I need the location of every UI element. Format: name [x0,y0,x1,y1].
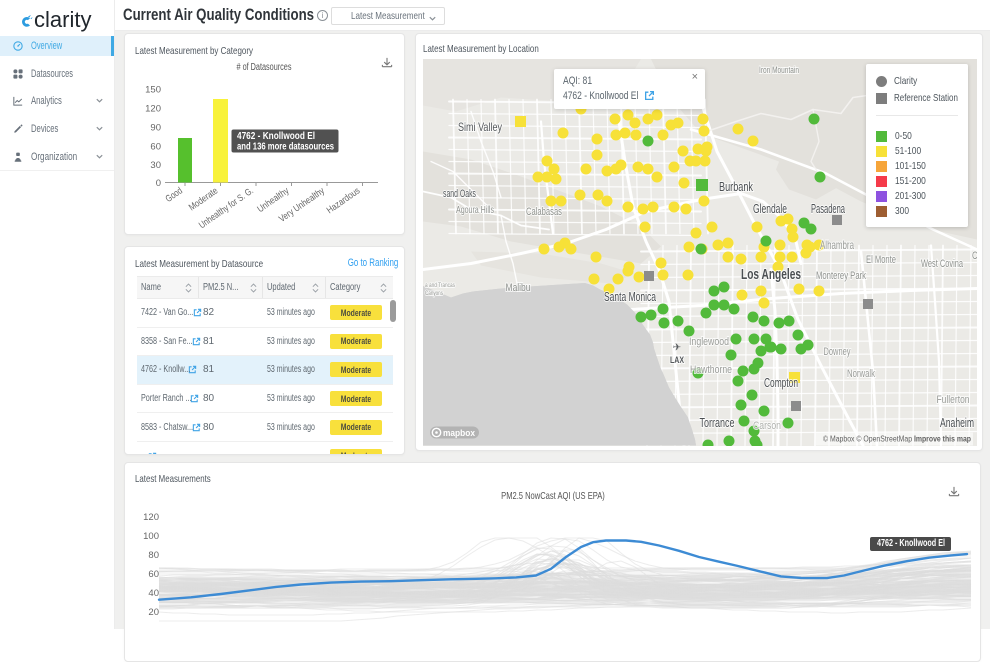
svg-text:mapbox: mapbox [443,428,475,438]
svg-text:150: 150 [145,85,161,96]
svg-text:Calabasas: Calabasas [526,206,562,218]
svg-text:0: 0 [156,178,161,189]
svg-text:Santa Monica: Santa Monica [604,290,656,304]
svg-text:30: 30 [150,160,161,171]
svg-text:Hazardous: Hazardous [325,185,363,216]
svg-text:Malibu: Malibu [506,282,531,294]
svg-text:Fullerton: Fullerton [937,394,970,406]
svg-text:West Covina: West Covina [921,258,964,270]
svg-text:a and Trancas: a and Trancas [425,282,456,289]
svg-text:and 136 more datasources: and 136 more datasources [237,142,334,153]
svg-text:Good: Good [164,185,185,204]
svg-text:Canyons: Canyons [425,290,444,297]
svg-text:✈: ✈ [673,342,681,353]
svg-text:Agoura Hills: Agoura Hills [456,204,494,216]
svg-text:Inglewood: Inglewood [689,336,729,348]
svg-text:El Monte: El Monte [866,254,896,266]
svg-text:120: 120 [145,104,161,115]
svg-text:Downey: Downey [824,346,851,358]
svg-text:Glendale: Glendale [753,202,787,216]
svg-text:Carson: Carson [753,420,781,432]
svg-text:Simi Valley: Simi Valley [458,120,502,134]
svg-text:60: 60 [150,142,161,153]
svg-text:LAX: LAX [670,355,684,365]
svg-text:Iron Mountain: Iron Mountain [759,65,799,75]
svg-text:© Mapbox © OpenStreetMap Impro: © Mapbox © OpenStreetMap Improve this ma… [823,434,971,443]
svg-text:Pasadena: Pasadena [811,202,845,216]
svg-text:Burbank: Burbank [719,179,753,194]
svg-text:Norwalk: Norwalk [847,368,875,380]
svg-text:Torrance: Torrance [700,416,735,430]
svg-text:90: 90 [150,123,161,134]
svg-text:Los Angeles: Los Angeles [741,267,801,283]
svg-text:# of Datasources: # of Datasources [237,62,292,73]
svg-text:sand Oaks: sand Oaks [443,188,476,200]
svg-text:4762 - Knollwood El: 4762 - Knollwood El [237,131,315,142]
svg-text:Hawthorne: Hawthorne [690,364,732,376]
svg-text:Monterey Park: Monterey Park [816,270,866,282]
svg-text:Cov: Cov [972,250,977,262]
svg-text:Anaheim: Anaheim [940,416,974,430]
svg-text:Alhambra: Alhambra [820,238,854,252]
svg-text:Compton: Compton [764,376,798,390]
